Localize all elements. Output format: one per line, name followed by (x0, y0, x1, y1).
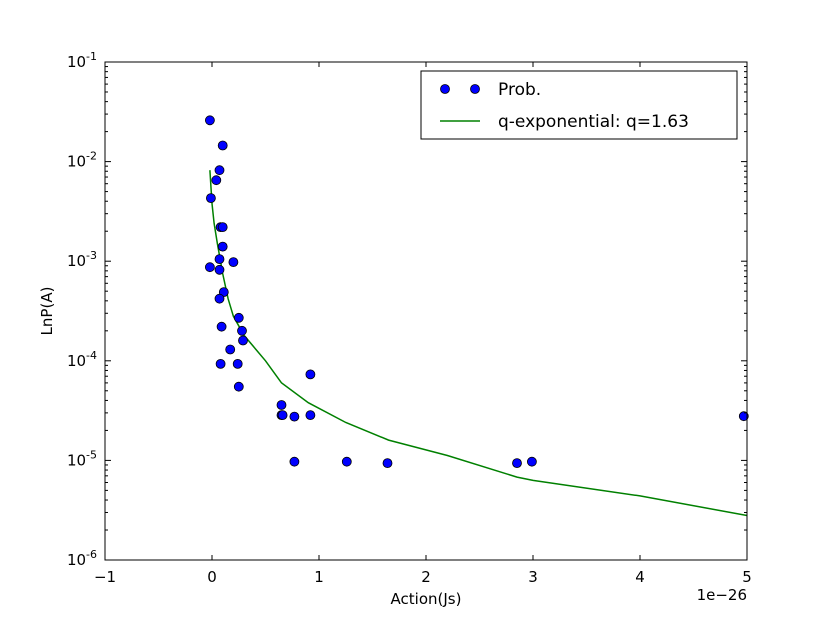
data-point (225, 344, 236, 355)
data-point (341, 456, 352, 467)
data-point (305, 410, 316, 421)
data-point (217, 222, 228, 233)
data-point (214, 293, 225, 304)
data-point (204, 262, 215, 273)
x-tick-label: 3 (528, 568, 538, 586)
legend-marker-prob (440, 84, 450, 94)
data-point (215, 358, 226, 369)
x-tick-label: 1 (314, 568, 324, 586)
x-offset-label: 1e−26 (697, 586, 747, 604)
x-tick-label: 5 (742, 568, 752, 586)
data-point (204, 115, 215, 126)
y-tick-label: 10-1 (67, 50, 97, 71)
data-point (232, 358, 243, 369)
legend-label-qexp: q-exponential: q=1.63 (498, 112, 689, 132)
x-tick-label: 0 (207, 568, 217, 586)
y-tick-label: 10-4 (67, 349, 97, 370)
data-point (527, 456, 537, 467)
data-point (216, 321, 227, 332)
legend-box (420, 70, 738, 140)
y-tick-label: 10-2 (67, 150, 97, 171)
data-point (228, 257, 239, 268)
data-point (238, 335, 248, 346)
data-point (738, 411, 749, 422)
data-point (214, 165, 225, 176)
legend-label-prob: Prob. (498, 80, 541, 100)
data-point (233, 381, 244, 392)
data-point (211, 175, 222, 186)
data-point (205, 193, 216, 204)
data-point (382, 458, 393, 469)
series-line-qexp (209, 170, 748, 517)
x-tick-label: 2 (421, 568, 431, 586)
x-axis-label: Action(Js) (391, 590, 462, 608)
data-point (214, 254, 225, 265)
legend: Prob. q-exponential: q=1.63 (420, 70, 738, 140)
y-axis-label: LnP(A) (38, 287, 56, 336)
plot-background (105, 62, 747, 560)
data-point (276, 400, 287, 410)
data-point (217, 241, 228, 252)
data-point (217, 140, 228, 151)
plot-content (204, 115, 749, 517)
data-point (289, 456, 300, 467)
legend-marker-prob (470, 84, 480, 94)
data-point (233, 312, 244, 323)
data-point (512, 458, 522, 469)
data-point (277, 410, 288, 421)
y-tick-label: 10-6 (67, 548, 97, 569)
data-point (237, 325, 247, 336)
y-tick-label: 10-3 (67, 249, 97, 270)
x-tick-label: 4 (635, 568, 645, 586)
data-point (214, 264, 225, 275)
x-tick-label: −1 (94, 568, 116, 586)
y-tick-label: 10-5 (67, 448, 97, 469)
data-point (305, 369, 316, 380)
plot-frame (104, 61, 748, 561)
data-point (289, 411, 300, 422)
